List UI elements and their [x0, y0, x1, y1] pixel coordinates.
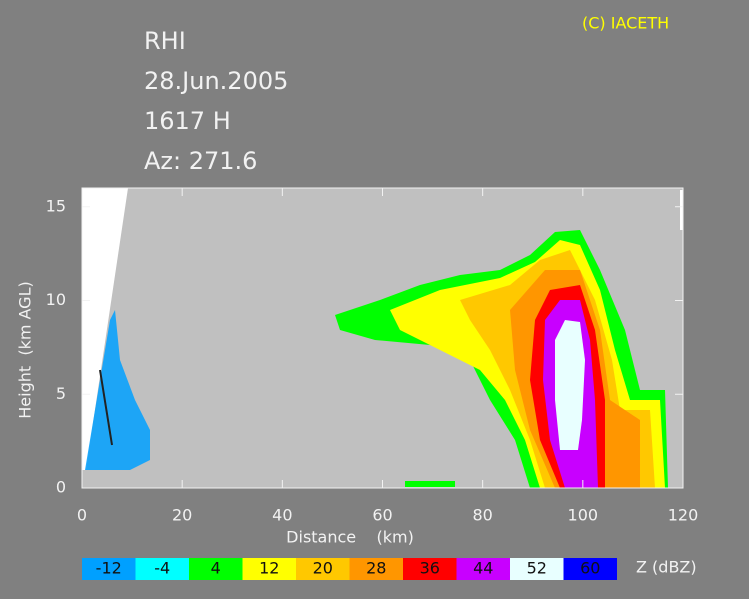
colorbar-tick-label: 28	[366, 559, 386, 578]
colorbar-tick-label: 60	[580, 559, 600, 578]
colorbar-cell	[403, 558, 457, 580]
y-tick-label: 0	[56, 478, 66, 497]
colorbar-tick-label: 12	[259, 559, 279, 578]
colorbar-cell	[456, 558, 510, 580]
colorbar-tick-label: 4	[211, 559, 221, 578]
azimuth: Az: 271.6	[144, 147, 257, 175]
colorbar-tick-label: 20	[313, 559, 333, 578]
echo	[85, 230, 668, 488]
y-tick-label: 10	[46, 290, 66, 309]
x-tick-label: 120	[668, 506, 699, 525]
colorbar-label: Z (dBZ)	[636, 558, 697, 577]
x-tick-label: 20	[172, 506, 192, 525]
blind-sector	[82, 188, 128, 470]
colorbar-cell	[82, 558, 136, 580]
colorbar-cell	[189, 558, 243, 580]
x-tick-label: 0	[77, 506, 87, 525]
x-tick-label: 80	[472, 506, 492, 525]
colorbar-tick-label: 36	[420, 559, 440, 578]
time: 1617 H	[144, 107, 231, 135]
chart-title: RHI	[144, 27, 186, 55]
date: 28.Jun.2005	[144, 67, 288, 95]
colorbar-cell	[296, 558, 350, 580]
x-tick-label: 60	[372, 506, 392, 525]
colorbar-cell	[349, 558, 403, 580]
x-tick-label: 40	[272, 506, 292, 525]
colorbar-tick-label: 44	[473, 559, 493, 578]
colorbar-tick-label: -4	[154, 559, 170, 578]
y-tick-label: 5	[56, 384, 66, 403]
credit: (C) IACETH	[582, 14, 669, 33]
colorbar-tick-label: 52	[527, 559, 547, 578]
blind-sector	[680, 190, 683, 230]
colorbar-cell	[242, 558, 296, 580]
y-axis-label: Height (km AGL)	[16, 281, 35, 418]
x-axis-label: Distance (km)	[286, 528, 414, 547]
x-tick-label: 100	[568, 506, 599, 525]
colorbar-cell	[135, 558, 189, 580]
colorbar-tick-label: -12	[96, 559, 122, 578]
colorbar-cell	[563, 558, 617, 580]
y-tick-label: 15	[46, 196, 66, 215]
colorbar-cell	[510, 558, 564, 580]
